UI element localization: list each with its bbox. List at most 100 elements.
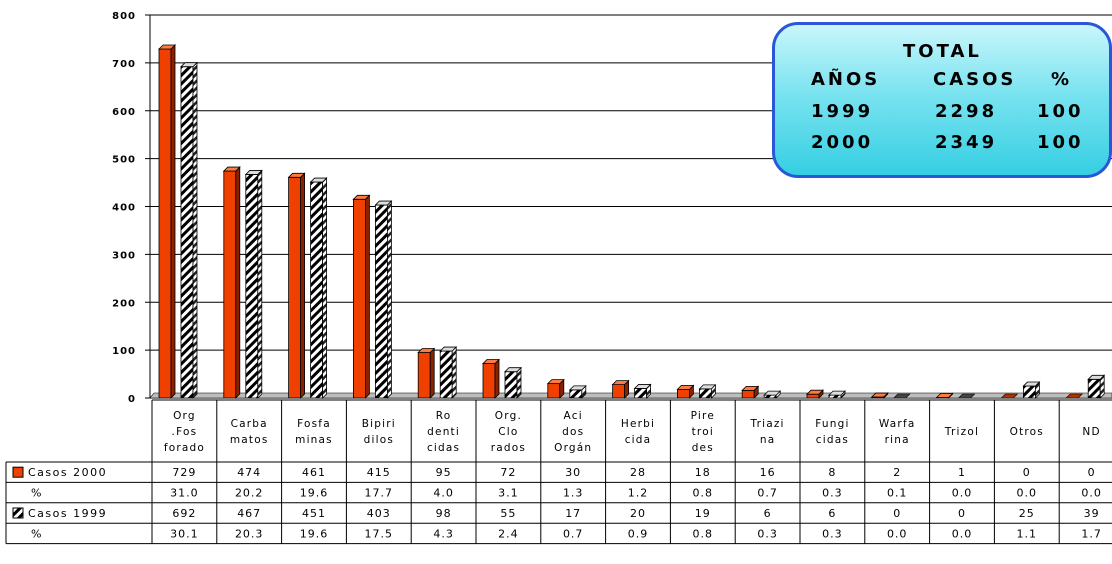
data-table-cell: 28 xyxy=(630,466,646,479)
data-table-cell: 17 xyxy=(565,507,581,520)
bar-side xyxy=(364,194,370,399)
category-label: troi xyxy=(692,426,714,438)
y-tick-label: 100 xyxy=(112,346,136,357)
bar-top xyxy=(244,170,263,175)
category-label: Otros xyxy=(1010,426,1044,438)
category-label: cida xyxy=(625,434,652,446)
category-label: Orgán xyxy=(554,442,592,454)
category-label: Org xyxy=(173,410,196,422)
category-label: Pire xyxy=(691,410,715,422)
bar xyxy=(158,44,176,399)
bar-top xyxy=(893,393,911,399)
row-label: Casos 1999 xyxy=(28,507,107,520)
bar-front xyxy=(569,389,583,399)
category-label: minas xyxy=(295,434,333,446)
category-label: Fungi xyxy=(815,418,849,430)
data-table-cell: 16 xyxy=(760,466,776,479)
bar xyxy=(222,166,241,399)
data-table-cell: 415 xyxy=(367,466,391,479)
bar xyxy=(482,358,500,399)
data-table-cell: 2 xyxy=(893,466,901,479)
data-table-cell: 98 xyxy=(436,507,452,520)
data-table-cell: 467 xyxy=(237,507,261,520)
bar-side xyxy=(192,61,198,399)
bar-top xyxy=(676,384,695,390)
data-table-cell: 25 xyxy=(1019,507,1035,520)
bar xyxy=(763,390,782,399)
data-table-cell: 0 xyxy=(1023,466,1031,479)
bar xyxy=(1000,393,1019,399)
bar xyxy=(870,392,889,399)
bar-top xyxy=(957,393,976,399)
bar-front xyxy=(352,198,366,399)
category-label: des xyxy=(692,442,714,454)
bar-front xyxy=(482,363,496,399)
legend-key-1999 xyxy=(12,507,24,519)
bar-top xyxy=(222,166,241,172)
bar-top xyxy=(741,385,760,391)
bar-top xyxy=(568,385,587,391)
category-label: .Fos xyxy=(172,426,198,438)
y-tick-label: 800 xyxy=(112,11,136,22)
data-table-cell: 0.7 xyxy=(563,527,584,540)
data-table-cell: 2.4 xyxy=(498,527,519,540)
bar xyxy=(352,194,371,399)
bar xyxy=(957,393,976,399)
bar-top xyxy=(763,390,782,396)
data-table-cell: 0.0 xyxy=(887,527,908,540)
bar-side xyxy=(257,169,263,399)
bar-front xyxy=(288,176,302,399)
bar-front xyxy=(763,394,777,399)
bar-side xyxy=(516,366,522,399)
bar xyxy=(893,393,911,399)
bar-top xyxy=(1087,374,1106,380)
bar xyxy=(568,384,587,399)
data-table-cell: 1.7 xyxy=(1081,527,1102,540)
total-summary-box: TOTAL AÑOS CASOS % 1999 2298 100 2000 23… xyxy=(772,22,1112,178)
bar-side xyxy=(235,166,241,399)
data-table-cell: 72 xyxy=(500,466,516,479)
category-label: na xyxy=(760,434,776,446)
data-table-cell: 403 xyxy=(367,507,391,520)
bar xyxy=(244,169,263,399)
bar-top xyxy=(698,384,717,390)
bar-top xyxy=(935,393,954,398)
category-label: Triazi xyxy=(750,418,785,430)
total-header-percent: % xyxy=(1051,69,1073,90)
bar-top xyxy=(504,367,522,373)
bar-side xyxy=(322,177,328,399)
bar-front xyxy=(245,174,259,399)
bar-front xyxy=(504,371,518,399)
total-header-years: AÑOS xyxy=(811,69,881,90)
bar xyxy=(546,378,565,399)
bar xyxy=(1087,374,1106,399)
bar-top xyxy=(287,172,306,178)
bar-top xyxy=(1065,393,1083,399)
bar-top xyxy=(180,62,198,68)
data-table-cell: 17.7 xyxy=(365,487,394,500)
data-table-cell: 0.3 xyxy=(822,527,843,540)
bar-front xyxy=(417,352,431,399)
bar-top xyxy=(374,200,393,206)
row-label: Casos 2000 xyxy=(28,466,107,479)
bar xyxy=(180,61,198,399)
data-table-cell: 8 xyxy=(828,466,836,479)
bar xyxy=(611,379,630,399)
bar-side xyxy=(300,172,306,399)
bar-top xyxy=(1022,381,1041,387)
total-header-cases: CASOS xyxy=(933,69,1017,90)
data-table-cell: 30.1 xyxy=(170,527,199,540)
data-table-cell: 0.9 xyxy=(628,527,649,540)
bar-front xyxy=(828,394,842,399)
data-table-cell: 451 xyxy=(302,507,326,520)
row-label: % xyxy=(31,527,43,540)
data-table-cell: 39 xyxy=(1084,507,1100,520)
category-label: dos xyxy=(562,426,584,438)
data-table-cell: 19.6 xyxy=(300,527,329,540)
bar xyxy=(439,346,458,399)
category-label: Bipiri xyxy=(362,418,396,430)
bar-front xyxy=(223,170,237,399)
data-table-cell: 1 xyxy=(958,466,966,479)
bar xyxy=(287,172,306,399)
category-label: matos xyxy=(230,434,269,446)
